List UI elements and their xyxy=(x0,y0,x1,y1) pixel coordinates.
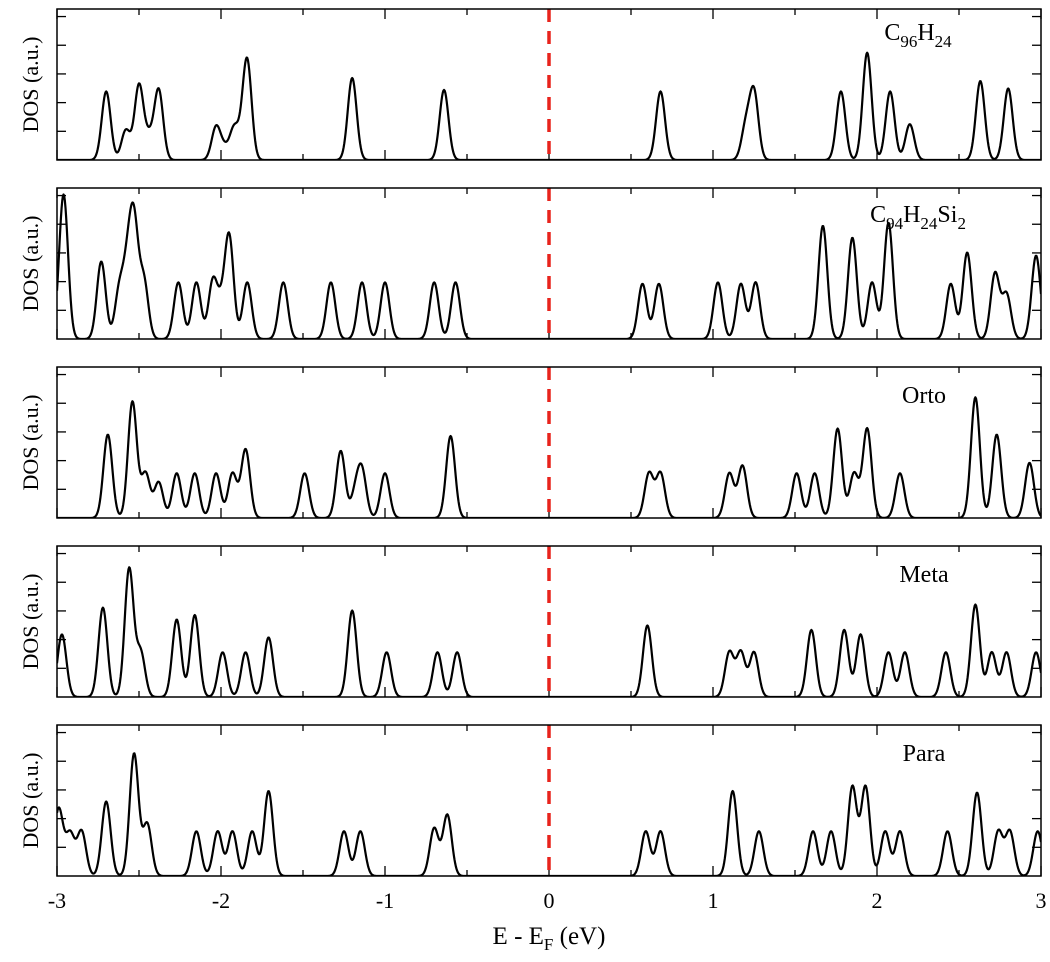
panel-label: Orto xyxy=(902,383,946,409)
x-tick-label: 2 xyxy=(872,888,883,913)
x-tick-label: 1 xyxy=(708,888,719,913)
panel-frame xyxy=(56,366,1042,519)
dos-panel-3: DOS (a.u.) Meta xyxy=(18,545,1042,698)
x-tick-label: -1 xyxy=(376,888,394,913)
dos-curve xyxy=(57,752,1041,876)
dos-panel-4: DOS (a.u.) Para xyxy=(18,724,1042,877)
dos-panel-1: DOS (a.u.) C94H24Si2 xyxy=(18,187,1042,340)
dos-curve xyxy=(57,193,1041,339)
x-axis-label: E - EF (eV) xyxy=(493,923,606,954)
y-axis-label: DOS (a.u.) xyxy=(18,574,43,670)
y-axis-label: DOS (a.u.) xyxy=(18,395,43,491)
x-tick-label: -2 xyxy=(212,888,230,913)
panel-frame xyxy=(56,187,1042,340)
y-axis-label: DOS (a.u.) xyxy=(18,216,43,312)
panel-frame xyxy=(56,545,1042,698)
x-tick-label: 3 xyxy=(1036,888,1047,913)
dos-curve xyxy=(57,566,1041,697)
dos-curve xyxy=(57,51,1041,160)
dos-panel-2: DOS (a.u.) Orto xyxy=(18,366,1042,519)
panel-label: C94H24Si2 xyxy=(870,202,966,233)
panel-frame xyxy=(56,724,1042,877)
y-axis-label: DOS (a.u.) xyxy=(18,753,43,849)
x-tick-label: 0 xyxy=(544,888,555,913)
panel-label: C96H24 xyxy=(884,20,952,51)
dos-panel-0: DOS (a.u.) C96H24 xyxy=(18,8,1042,161)
panel-label: Meta xyxy=(899,562,949,588)
panel-label: Para xyxy=(903,741,946,767)
x-axis: -3 -2 -1 0 1 2 3 xyxy=(48,888,1047,913)
panel-frame xyxy=(56,8,1042,161)
y-axis-label: DOS (a.u.) xyxy=(18,37,43,133)
dos-curve xyxy=(57,396,1041,518)
x-tick-label: -3 xyxy=(48,888,66,913)
